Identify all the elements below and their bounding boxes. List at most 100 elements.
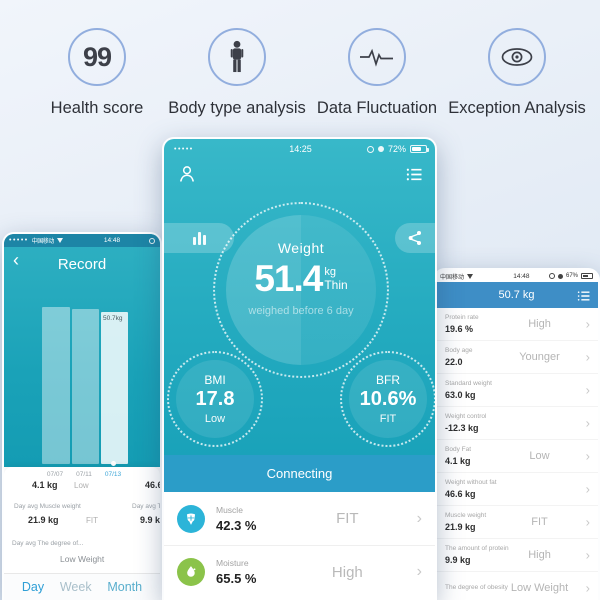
- list-row[interactable]: The degree of obesity Low Weight ›: [435, 572, 598, 600]
- tab-week[interactable]: Week: [59, 580, 92, 594]
- moisture-row[interactable]: Moisture 65.5 % High ›: [164, 545, 435, 598]
- list-row[interactable]: The amount of protein 9.9 kg High ›: [435, 539, 598, 572]
- record-screen-background: ••••• 中国移动 14:48 ‹ Record 50.7kg: [4, 234, 160, 467]
- chevron-right-icon: ›: [585, 316, 590, 332]
- list-row[interactable]: Body age 22.0 Younger ›: [435, 341, 598, 374]
- period-tab-bar: Day Week Month: [4, 573, 160, 600]
- list-row[interactable]: Standard weight 63.0 kg ›: [435, 374, 598, 407]
- row-status: Low Weight: [510, 582, 569, 594]
- battery-percent: 72%: [387, 144, 406, 154]
- row-value: 21.9 kg: [445, 521, 476, 532]
- back-button[interactable]: ‹: [13, 250, 19, 270]
- row-value: 46.6 kg: [445, 488, 476, 499]
- menu-list-icon[interactable]: [577, 289, 590, 307]
- feature-label: Health score: [50, 99, 144, 117]
- stat-name: Day avg Muscle weight: [14, 503, 81, 510]
- connecting-button[interactable]: Connecting: [164, 455, 435, 492]
- feature-body-type: Body type analysis: [167, 28, 307, 118]
- weight-subtitle: weighed before 6 day: [248, 305, 354, 317]
- list-row[interactable]: Body Fat 4.1 kg Low ›: [435, 440, 598, 473]
- bmi-dial[interactable]: BMI 17.8 Low: [176, 360, 254, 438]
- left-phone: ••••• 中国移动 14:48 ‹ Record 50.7kg 07/07 0…: [2, 232, 162, 600]
- weight-dial-ring: [213, 202, 389, 378]
- signal-dots: •••••: [174, 145, 194, 153]
- stat-status: FIT: [86, 516, 98, 525]
- record-stats-card: 07/07 07/11 07/13 4.1 kg Low 46.6 kg Day…: [4, 467, 160, 600]
- bfr-status: FIT: [379, 413, 397, 425]
- bar-value-label: 50.7kg: [103, 315, 123, 322]
- health-score-icon: 99: [68, 28, 126, 86]
- metric-status: FIT: [336, 510, 359, 527]
- list-row[interactable]: Weight control -12.3 kg ›: [435, 407, 598, 440]
- stat-value: 21.9 kg: [28, 515, 59, 525]
- rotation-lock-icon: [366, 145, 374, 153]
- row-value: -12.3 kg: [445, 422, 479, 433]
- list-row[interactable]: Weight without fat 46.6 kg ›: [435, 473, 598, 506]
- eye-icon: [488, 28, 546, 86]
- battery-percent: 67%: [565, 273, 578, 279]
- right-phone: 中国移动 14:48 67% 50.7 kg Protein r: [433, 268, 600, 600]
- feature-health-score: 99 Health score: [27, 28, 167, 118]
- detail-header: 50.7 kg: [435, 282, 598, 308]
- dashboard-background: ••••• 14:25 72%: [164, 139, 435, 492]
- row-name: Standard weight: [445, 380, 492, 388]
- score-99-badge: 99: [82, 41, 112, 72]
- ecg-line-icon: [348, 28, 406, 86]
- stat-status: Low Weight: [60, 554, 105, 564]
- metric-status: High: [331, 563, 363, 581]
- stat-value: 9.9 kg: [140, 515, 160, 525]
- share-button[interactable]: [395, 223, 435, 253]
- row-status: Younger: [519, 351, 560, 363]
- carrier-label: 中国移动: [31, 239, 55, 245]
- list-row[interactable]: Protein rate 19.6 % High ›: [435, 308, 598, 341]
- chevron-right-icon: ›: [585, 580, 590, 596]
- bmi-label: BMI: [204, 373, 226, 387]
- row-name: Weight control: [445, 413, 487, 421]
- row-name: Muscle weight: [445, 512, 487, 520]
- tab-day[interactable]: Day: [21, 580, 45, 594]
- metric-name: Muscle: [216, 504, 243, 515]
- wifi-icon: [56, 238, 63, 243]
- row-value: 9.9 kg: [445, 554, 471, 565]
- row-status: High: [528, 318, 551, 330]
- record-title: Record: [57, 256, 107, 273]
- rotation-lock-icon: [548, 273, 555, 279]
- menu-list-icon[interactable]: [405, 167, 423, 187]
- row-name: The degree of obesity: [445, 584, 508, 592]
- header-title: 50.7 kg: [498, 289, 535, 301]
- metric-list: Protein rate 19.6 % High › Body age 22.0…: [435, 308, 598, 600]
- row-name: Protein rate: [445, 314, 479, 322]
- row-value: 19.6 %: [445, 323, 474, 334]
- bfr-dial[interactable]: BFR 10.6% FIT: [349, 360, 427, 438]
- weight-bar-selected[interactable]: 50.7kg: [101, 312, 128, 464]
- weight-unit: kg: [324, 266, 336, 278]
- location-icon: [557, 273, 563, 279]
- profile-avatar-icon[interactable]: [177, 164, 197, 189]
- battery-icon: [410, 145, 429, 153]
- chevron-right-icon: ›: [585, 448, 590, 464]
- row-status: Low: [529, 450, 550, 462]
- row-name: Weight without fat: [445, 479, 497, 487]
- tab-month[interactable]: Month: [107, 580, 143, 594]
- bmi-dial-ring: BMI 17.8 Low: [167, 351, 263, 447]
- signal-dots: •••••: [9, 237, 29, 244]
- chevron-right-icon: ›: [585, 514, 590, 530]
- status-time: 14:48: [103, 237, 121, 244]
- date-tick-selected[interactable]: 07/13: [104, 471, 122, 478]
- weight-dial[interactable]: Weight 51.4 kg Thin weighed before 6 day: [226, 215, 376, 365]
- row-name: Body age: [445, 347, 473, 355]
- main-phone: ••••• 14:25 72%: [162, 137, 437, 600]
- row-name: The amount of protein: [445, 545, 509, 553]
- chevron-right-icon: ›: [585, 547, 590, 563]
- weight-bar[interactable]: [42, 307, 70, 464]
- list-row[interactable]: Muscle weight 21.9 kg FIT ›: [435, 506, 598, 539]
- muscle-row[interactable]: Muscle 42.3 % FIT ›: [164, 492, 435, 545]
- chevron-right-icon: ›: [416, 509, 422, 527]
- feature-label: Body type analysis: [168, 99, 306, 117]
- feature-exception: Exception Analysis: [447, 28, 587, 118]
- date-tick[interactable]: 07/11: [76, 471, 92, 478]
- weight-bar[interactable]: [72, 309, 99, 464]
- bar-chart-icon: [192, 231, 206, 245]
- status-time: 14:48: [513, 272, 530, 280]
- date-tick[interactable]: 07/07: [46, 471, 64, 478]
